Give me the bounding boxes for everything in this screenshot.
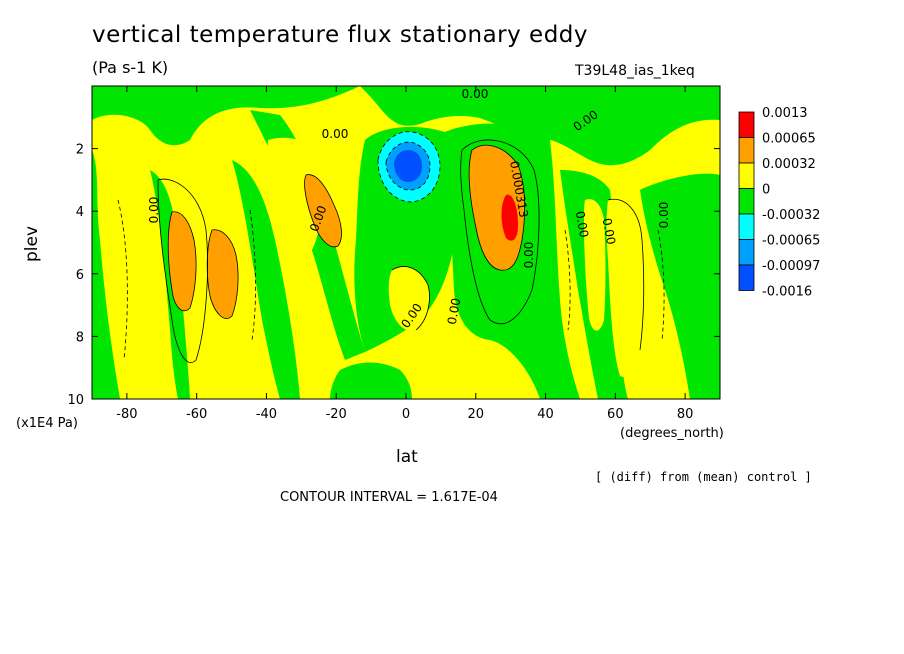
- contour-line-m: [607, 198, 645, 351]
- contour-line-f: [385, 141, 431, 191]
- x-tick-label: -60: [186, 407, 207, 422]
- negative-region-band-a: [150, 170, 190, 399]
- diff-note: [ (diff) from (mean) control ]: [595, 470, 812, 484]
- x-axis: -80 -60 -40 -20 0 20 40 60 80: [116, 86, 693, 422]
- colorbar: 0.0013 0.00065 0.00032 0 -0.00032 -0.00065 -0.…: [738, 106, 820, 300]
- x-tick-label: -80: [116, 407, 137, 422]
- colorbar-swatch: [738, 188, 755, 215]
- x-tick-label: 20: [468, 407, 485, 422]
- x-tick-label: 60: [607, 407, 624, 422]
- colorbar-label: 0.0013: [762, 106, 808, 121]
- contour-line-k: [657, 229, 665, 341]
- positive-pocket-c: [606, 199, 644, 377]
- contour-line-e: [460, 139, 540, 325]
- contour-line-l: [304, 174, 342, 248]
- negative-region-top-right: [360, 86, 720, 166]
- positive-region-sh-b: [207, 229, 239, 319]
- negative-region-bottom-centre: [330, 362, 412, 399]
- colorbar-swatch: [738, 162, 755, 189]
- contour-line-h: [117, 199, 128, 361]
- positive-region-sh-c: [304, 174, 342, 247]
- positive-pocket-b: [388, 266, 430, 331]
- y-axis-unit: (x1E4 Pa): [16, 416, 78, 431]
- negative-region-left-edge: [92, 150, 120, 399]
- colorbar-label: 0.00065: [762, 132, 816, 147]
- x-tick-label: -40: [256, 407, 277, 422]
- y-tick-label: 10: [67, 393, 84, 408]
- positive-region-sh-a: [168, 211, 197, 311]
- contour-label: 0.00: [445, 297, 463, 326]
- y-tick-label: 4: [76, 205, 84, 220]
- colorbar-label: 0.00032: [762, 157, 816, 172]
- contour-line-i: [249, 209, 257, 341]
- y-tick-label: 8: [76, 330, 84, 345]
- x-axis-unit: (degrees_north): [620, 426, 724, 441]
- negative-region-centre-core: [394, 150, 422, 182]
- chart-units: (Pa s-1 K): [92, 58, 169, 77]
- positive-pocket-a: [267, 137, 323, 256]
- contour-line-n: [391, 266, 430, 331]
- negative-region-right-edge: [640, 173, 720, 399]
- contour-label: 0.00: [147, 197, 161, 224]
- positive-pocket-d: [584, 199, 606, 331]
- contour-label: 0.00: [600, 217, 618, 246]
- colorbar-swatch: [738, 213, 755, 240]
- contour-field: [92, 86, 720, 399]
- x-axis-label: lat: [396, 447, 418, 467]
- colorbar-swatch: [738, 137, 755, 164]
- colorbar-label: -0.0016: [762, 285, 812, 300]
- contour-label: 0.00: [322, 127, 349, 141]
- y-axis: 2 4 6 8 10: [67, 143, 720, 408]
- x-tick-label: 40: [537, 407, 554, 422]
- y-tick-label: 6: [76, 268, 84, 283]
- contour-line-j: [564, 229, 571, 331]
- y-axis-label: plev: [22, 225, 42, 262]
- colorbar-label: 0: [762, 183, 770, 198]
- x-tick-label: -20: [326, 407, 347, 422]
- contour-label: 0.00: [522, 242, 536, 269]
- colorbar-label: -0.00065: [762, 234, 820, 249]
- negative-region-band-b: [232, 160, 300, 399]
- chart-title: vertical temperature flux stationary edd…: [92, 22, 589, 48]
- x-tick-label: 0: [402, 407, 410, 422]
- strong-positive-core: [501, 194, 518, 241]
- contour-label: 0.00: [657, 202, 671, 229]
- negative-region-top-left: [92, 86, 360, 146]
- contour-line-g: [377, 131, 441, 203]
- x-tick-label: 80: [677, 407, 694, 422]
- contour-label: 0.00: [573, 210, 591, 239]
- colorbar-swatch: [738, 264, 755, 291]
- contour-line-d: [468, 144, 526, 271]
- colorbar-label: -0.00032: [762, 208, 820, 223]
- contour-line-a: [167, 211, 197, 312]
- contour-label: 0.00: [462, 87, 489, 101]
- colorbar-label: -0.00097: [762, 259, 820, 274]
- run-label: T39L48_ias_1keq: [575, 63, 695, 79]
- contour-line-c: [157, 178, 208, 363]
- colorbar-swatch: [738, 239, 755, 266]
- contour-interval: CONTOUR INTERVAL = 1.617E-04: [280, 490, 498, 505]
- y-tick-label: 2: [76, 143, 84, 158]
- colorbar-swatch: [738, 111, 755, 138]
